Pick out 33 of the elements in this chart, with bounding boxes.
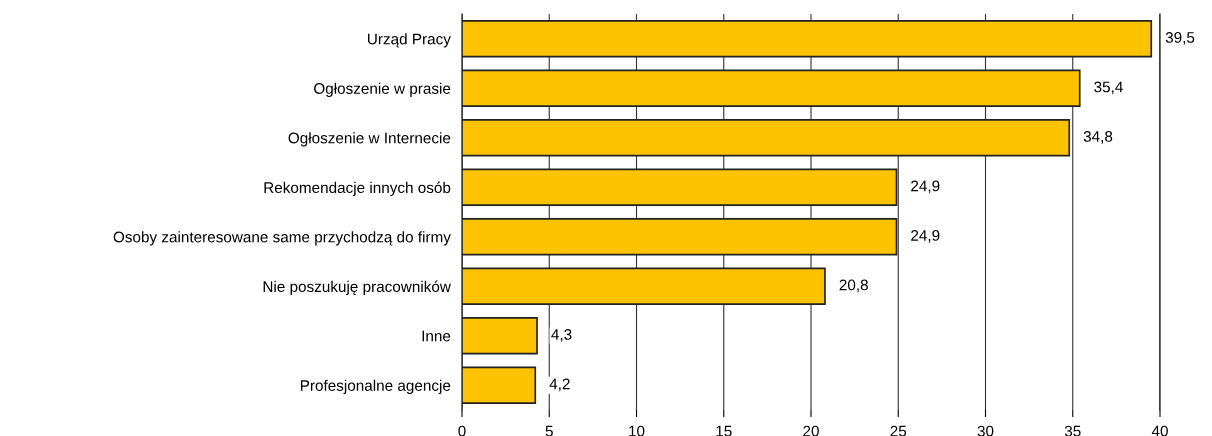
y-tick-label: Urząd Pracy bbox=[368, 33, 451, 48]
x-tick-label: 20 bbox=[803, 425, 819, 436]
data-label: 35,4 bbox=[1094, 81, 1123, 95]
y-tick-label: Inne bbox=[422, 330, 451, 342]
data-label: 4,3 bbox=[551, 329, 572, 342]
x-tick-label: 15 bbox=[716, 425, 732, 436]
y-tick-label: Nie poszukuję pracowników bbox=[263, 280, 451, 296]
bar bbox=[462, 168, 898, 206]
y-tick-label: Ogłoszenie w prasie bbox=[314, 82, 451, 97]
data-label: 24,9 bbox=[911, 180, 940, 194]
x-tick-label: 10 bbox=[629, 425, 645, 436]
bar bbox=[462, 119, 1071, 157]
bar bbox=[462, 317, 538, 355]
data-label: 4,2 bbox=[549, 378, 570, 392]
y-tick-label: Osoby zainteresowane same przychodzą do firmy bbox=[113, 231, 451, 246]
bar bbox=[462, 69, 1081, 107]
bar bbox=[462, 218, 898, 256]
data-label: 34,8 bbox=[1083, 131, 1113, 144]
data-label: 24,9 bbox=[911, 230, 940, 243]
y-tick-label: Profesjonalne agencje bbox=[300, 379, 451, 394]
bar bbox=[462, 20, 1153, 58]
x-tick-label: 5 bbox=[545, 425, 553, 436]
bar bbox=[462, 366, 537, 404]
y-tick-label: Ogłoszenie w Internecie bbox=[288, 132, 451, 147]
data-label: 39,5 bbox=[1165, 32, 1195, 45]
x-tick-label: 30 bbox=[977, 425, 994, 436]
data-label: 20,8 bbox=[839, 279, 868, 293]
x-tick-label: 25 bbox=[890, 425, 907, 436]
x-tick-label: 40 bbox=[1151, 425, 1168, 436]
bar bbox=[462, 267, 826, 305]
y-tick-label: Rekomendacje innych osób bbox=[264, 181, 451, 197]
x-tick-label: 0 bbox=[458, 425, 466, 436]
x-tick-label: 35 bbox=[1064, 425, 1081, 436]
